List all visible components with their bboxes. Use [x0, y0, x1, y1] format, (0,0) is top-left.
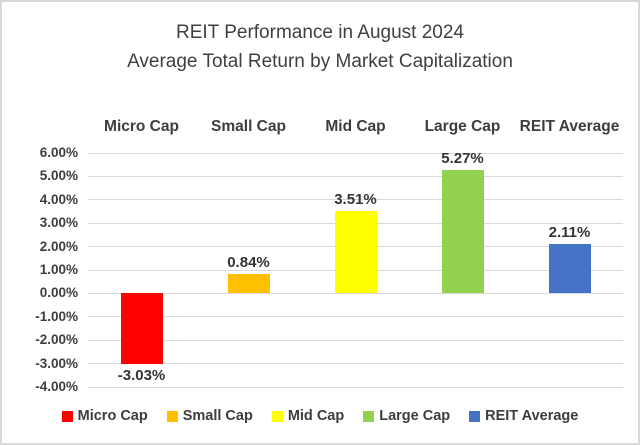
legend-label: Small Cap: [182, 408, 253, 424]
gridline: [88, 199, 623, 201]
y-axis-tick-label: 5.00%: [39, 168, 78, 184]
legend-item-micro-cap: Micro Cap: [61, 408, 148, 424]
data-label-small-cap: 0.84%: [227, 253, 270, 271]
gridline: [88, 175, 623, 177]
legend-item-small-cap: Small Cap: [166, 408, 253, 424]
y-axis-tick-label: 3.00%: [39, 215, 78, 231]
y-axis-tick-label: -2.00%: [35, 332, 78, 348]
legend-label: REIT Average: [485, 408, 579, 424]
y-axis-tick-label: 6.00%: [39, 145, 78, 160]
legend: Micro Cap Small Cap Mid Cap Large Cap REIT A…: [2, 408, 638, 424]
bar-reit-average: [548, 244, 591, 294]
y-axis-tick-label: -3.00%: [35, 355, 78, 371]
legend-swatch-icon: [469, 410, 481, 422]
legend-item-mid-cap: Mid Cap: [271, 408, 345, 424]
chart-title: REIT Performance in August 2024 Average …: [2, 18, 638, 76]
data-label-micro-cap: -3.03%: [117, 367, 166, 385]
y-axis-tick-label: -1.00%: [35, 308, 78, 324]
legend-swatch-icon: [61, 410, 73, 422]
legend-label: Mid Cap: [287, 408, 345, 424]
legend-label: Large Cap: [379, 408, 451, 424]
category-label-micro-cap: Micro Cap: [104, 118, 179, 135]
gridline: [88, 363, 623, 365]
plot-area: [88, 152, 623, 388]
gridline: [88, 316, 623, 318]
legend-item-reit-average: REIT Average: [469, 408, 578, 424]
gridline: [88, 386, 623, 388]
gridline: [88, 292, 623, 294]
y-axis-tick-label: 4.00%: [39, 191, 78, 207]
y-axis-tick-label: 0.00%: [39, 285, 78, 301]
bar-small-cap: [227, 273, 270, 294]
bar-large-cap: [441, 170, 484, 294]
legend-swatch-icon: [363, 410, 375, 422]
bar-micro-cap: [120, 293, 163, 365]
y-axis-tick-label: -4.00%: [35, 379, 78, 394]
category-label-small-cap: Small Cap: [211, 118, 286, 135]
y-axis-tick-label: 2.00%: [39, 238, 78, 254]
legend-item-large-cap: Large Cap: [363, 408, 450, 424]
chart-title-line1: REIT Performance in August 2024: [176, 22, 464, 43]
category-label-large-cap: Large Cap: [424, 118, 501, 135]
legend-swatch-icon: [271, 410, 283, 422]
data-label-reit-average: 2.11%: [548, 224, 591, 242]
category-label-reit-average: REIT Average: [519, 118, 620, 135]
data-label-mid-cap: 3.51%: [334, 191, 377, 209]
category-label-mid-cap: Mid Cap: [325, 118, 386, 135]
chart-title-line2: Average Total Return by Market Capitaliz…: [127, 51, 513, 72]
gridline: [88, 339, 623, 341]
y-axis-tick-label: 1.00%: [39, 262, 78, 277]
legend-label: Micro Cap: [77, 408, 148, 424]
bar-mid-cap: [334, 211, 377, 294]
data-label-large-cap: 5.27%: [441, 150, 484, 168]
gridline: [88, 152, 623, 154]
legend-swatch-icon: [166, 410, 178, 422]
